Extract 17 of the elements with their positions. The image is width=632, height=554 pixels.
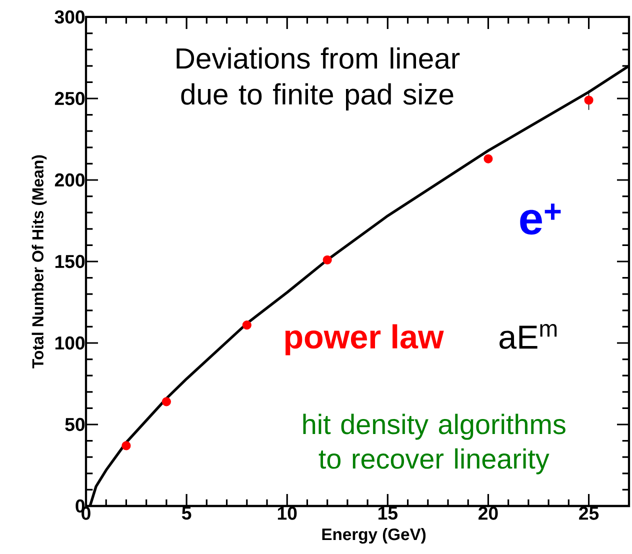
y-tick-label: 100 — [55, 336, 85, 350]
y-tick-label: 250 — [54, 92, 85, 106]
y-tick-label: 150 — [55, 254, 85, 268]
x-tick-label: 25 — [579, 506, 599, 520]
annotation: e$^{+}$ — [520, 204, 561, 235]
y-tick-label: 200 — [54, 173, 85, 187]
y-tick-label: 300 — [54, 10, 85, 24]
y-axis-title: Total Number Of Hits (Mean) — [32, 155, 47, 368]
x-tick-label: 10 — [278, 506, 297, 520]
x-tick-label: 20 — [478, 506, 498, 520]
x-axis-title: Energy (GeV) — [322, 528, 426, 544]
annotation: Deviations from linear due to finite pad size — [176, 47, 460, 110]
annotation: aE$^{m}$ — [500, 324, 557, 349]
annotation: hit density algorithms to recover linearity — [303, 414, 566, 474]
x-tick-label: 15 — [378, 506, 398, 520]
annotation: power law — [285, 324, 444, 356]
y-tick-label: 50 — [65, 418, 85, 432]
